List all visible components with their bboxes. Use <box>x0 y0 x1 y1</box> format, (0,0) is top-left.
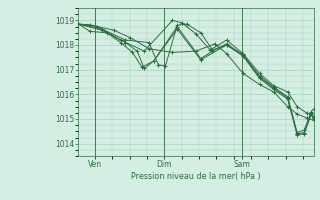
X-axis label: Pression niveau de la mer( hPa ): Pression niveau de la mer( hPa ) <box>131 172 261 181</box>
